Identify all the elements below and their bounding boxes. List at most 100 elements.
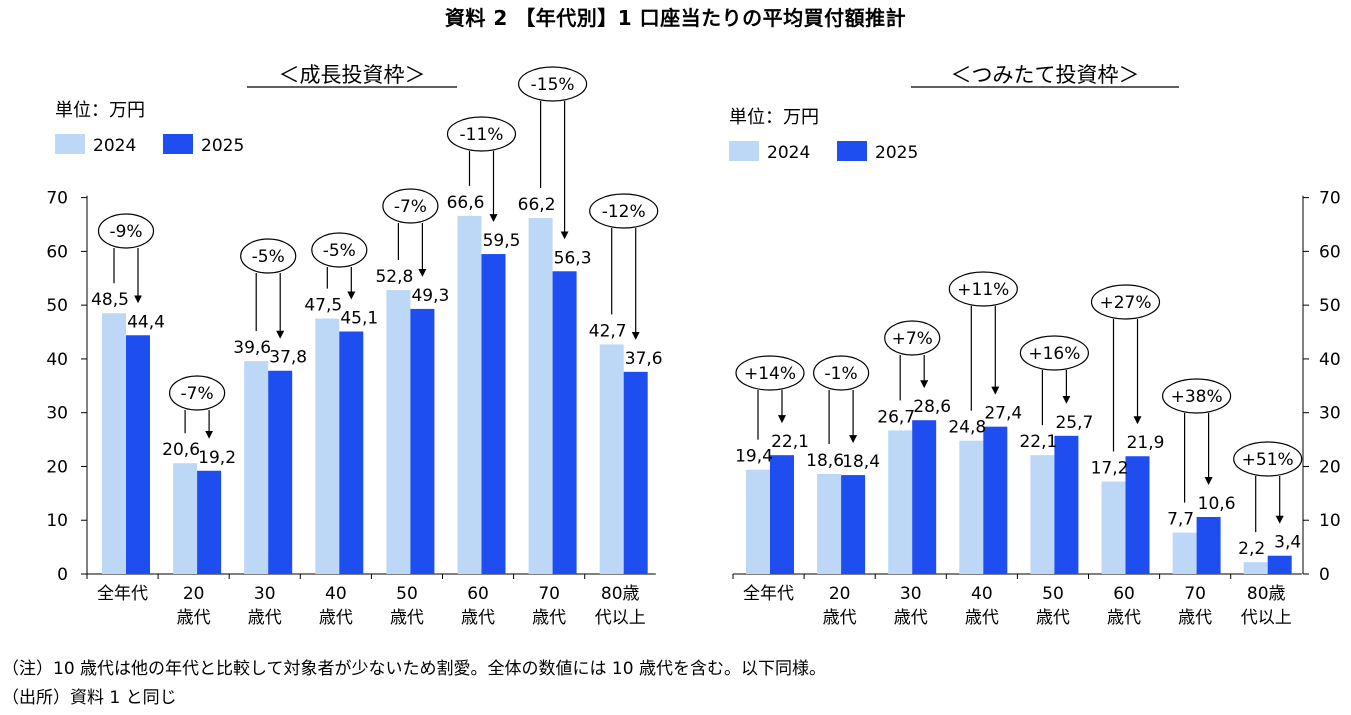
x-tick-label: 50 (1042, 584, 1064, 604)
change-oval (589, 193, 659, 229)
data-label-2024: 42,7 (589, 321, 627, 341)
data-label-2025: 28,6 (913, 397, 951, 417)
legend-swatch-2024 (55, 134, 85, 154)
figure-title: 資料 2 【年代別】1 口座当たりの平均買付額推計 (444, 6, 907, 30)
bar-2025 (410, 308, 435, 574)
change-oval (884, 320, 941, 356)
bar-2024 (386, 290, 411, 574)
bar-2024 (1243, 562, 1268, 574)
y-tick-label: 50 (1319, 296, 1341, 316)
change-oval (1019, 335, 1090, 371)
note-line: （注）10 歳代は他の年代と比較して対象者が少ないため割愛。全体の数値には 10… (2, 659, 826, 679)
unit-label: 単位：万円 (55, 100, 145, 121)
y-tick-label: 30 (46, 404, 68, 424)
legend-swatch-2025 (837, 141, 867, 161)
change-oval (735, 355, 805, 391)
y-tick-label: 30 (1319, 404, 1341, 424)
data-label-2025: 21,9 (1127, 433, 1165, 453)
change-label: +38% (1171, 387, 1223, 407)
x-tick-label: 20 (829, 584, 851, 604)
x-tick-label: 歳代 (390, 608, 424, 628)
x-tick-label: 70 (1184, 584, 1206, 604)
change-oval (240, 238, 297, 274)
bar-2025 (1196, 517, 1221, 574)
change-oval (517, 66, 588, 102)
x-tick-label: 70 (538, 584, 560, 604)
change-oval (1233, 441, 1303, 477)
change-label: +51% (1242, 450, 1294, 470)
y-tick-label: 60 (1319, 242, 1341, 262)
change-label: -5% (252, 247, 285, 267)
chart-tsumitate-quota: ＜つみたて投資枠＞ 単位：万円 2024 2025 0 10 20 30 40 50 60 70 19,… (729, 63, 1341, 628)
x-tick-label: 60 (1113, 584, 1135, 604)
data-label-2024: 18,6 (806, 451, 844, 471)
change-label: -11% (460, 125, 504, 145)
bar-2025 (552, 271, 577, 574)
data-label-2025: 25,7 (1055, 413, 1093, 433)
bar-2024 (1172, 532, 1197, 574)
y-tick-label: 40 (1319, 350, 1341, 370)
note-line: （出所）資料 1 と同じ (2, 688, 177, 708)
x-tick-label: 歳代 (1107, 608, 1141, 628)
y-tick-label: 0 (1319, 565, 1330, 585)
legend-label-2025: 2025 (875, 143, 918, 163)
bar-2024 (244, 361, 269, 574)
bar-2024 (102, 313, 126, 574)
data-label-2025: 22,1 (771, 432, 809, 452)
x-tick-label: 全年代 (743, 584, 794, 604)
data-label-2024: 66,2 (518, 195, 556, 215)
bar-2024 (528, 218, 553, 574)
bar-2024 (173, 463, 198, 574)
y-tick-label: 60 (46, 242, 68, 262)
data-label-2025: 10,6 (1198, 494, 1236, 514)
bar-2025 (912, 420, 937, 574)
bar-2025 (1054, 435, 1079, 574)
data-label-2025: 19,2 (198, 448, 236, 468)
data-label-2024: 19,4 (735, 447, 773, 467)
change-oval (169, 375, 226, 411)
unit-label: 単位：万円 (729, 107, 819, 128)
change-label: -7% (181, 384, 214, 404)
footnotes: （注）10 歳代は他の年代と比較して対象者が少ないため割愛。全体の数値には 10… (2, 655, 826, 713)
data-label-2025: 27,4 (984, 404, 1022, 424)
bar-2024 (457, 215, 482, 575)
change-oval (812, 355, 870, 391)
change-oval (1161, 378, 1232, 414)
data-label-2024: 22,1 (1019, 432, 1057, 452)
panel-title: ＜つみたて投資枠＞ (951, 63, 1140, 87)
x-tick-label: 歳代 (319, 608, 353, 628)
x-tick-label: 全年代 (97, 584, 148, 604)
data-label-2024: 17,2 (1091, 459, 1129, 479)
x-tick-label: 80歳 (1247, 584, 1286, 604)
data-label-2024: 2,2 (1238, 539, 1265, 559)
data-label-2025: 59,5 (483, 231, 521, 251)
change-label: -15% (531, 75, 575, 95)
x-tick-label: 歳代 (248, 608, 282, 628)
x-tick-label: 歳代 (1036, 608, 1070, 628)
y-tick-label: 20 (46, 457, 68, 477)
bar-2025 (1267, 555, 1292, 574)
bar-2024 (599, 344, 624, 574)
bar-2025 (339, 331, 364, 574)
change-oval (948, 271, 1018, 307)
change-label: +11% (957, 280, 1009, 300)
data-label-2025: 44,4 (127, 312, 165, 332)
bar-2025 (983, 426, 1008, 574)
bar-2024 (315, 318, 340, 574)
x-tick-label: 30 (254, 584, 276, 604)
y-tick-label: 70 (46, 189, 68, 209)
data-label-2025: 45,1 (340, 308, 378, 328)
bar-2025 (623, 371, 648, 574)
x-tick-label: 30 (900, 584, 922, 604)
bar-2025 (770, 455, 794, 574)
x-tick-label: 歳代 (532, 608, 566, 628)
x-tick-label: 代以上 (1241, 608, 1292, 628)
change-label: -7% (394, 197, 427, 217)
bar-2025 (126, 335, 150, 574)
y-tick-label: 10 (46, 511, 68, 531)
change-label: +14% (744, 364, 796, 384)
change-oval (97, 213, 155, 249)
change-label: +27% (1099, 293, 1151, 313)
change-label: +16% (1028, 344, 1080, 364)
